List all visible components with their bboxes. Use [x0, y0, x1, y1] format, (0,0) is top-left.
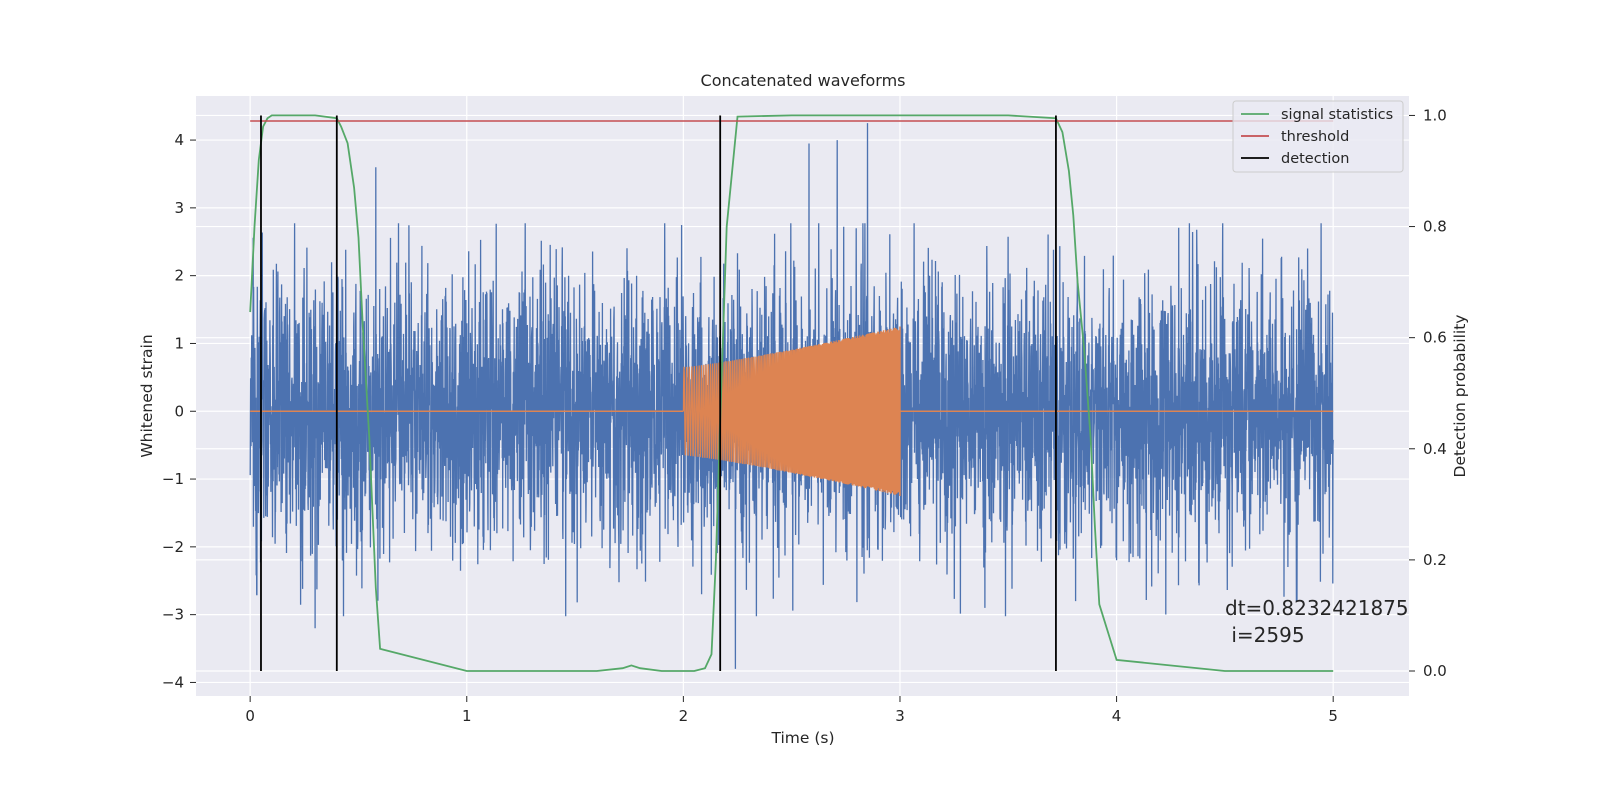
x-tick-label: 4: [1112, 707, 1122, 725]
y2-tick-label: 0.4: [1423, 440, 1447, 458]
y-tick-label: 1: [174, 334, 184, 352]
y-tick-label: −2: [162, 538, 184, 556]
y2-tick-label: 1.0: [1423, 106, 1447, 124]
ticks: 0 1 2 3 4 5 −4 −3 −2 −1 0 1 2 3 4 0.0 0.2 0.4 0.6 0.8 1.0: [162, 106, 1447, 725]
x-tick-label: 0: [245, 707, 255, 725]
legend-label-detection: detection: [1281, 151, 1349, 167]
chart-title: Concatenated waveforms: [701, 71, 906, 90]
x-tick-label: 1: [462, 707, 472, 725]
y2-tick-label: 0.0: [1423, 662, 1447, 680]
x-axis-title: Time (s): [770, 729, 834, 747]
y2-tick-label: 0.6: [1423, 329, 1447, 347]
annotation-i: i=2595: [1225, 623, 1305, 647]
y-tick-label: −1: [162, 470, 184, 488]
y-tick-label: −3: [162, 606, 184, 624]
legend-box: [1232, 100, 1404, 173]
y2-tick-label: 0.2: [1423, 551, 1447, 569]
signal-statistics-line: [249, 114, 1334, 672]
x-tick-label: 3: [895, 707, 905, 725]
signal-statistics-series: [249, 114, 1334, 672]
y2-tick-label: 0.8: [1423, 218, 1447, 236]
legend: signal statistics threshold detection: [1232, 100, 1404, 173]
y-tick-label: 4: [174, 131, 184, 149]
y-tick-label: 3: [174, 199, 184, 217]
legend-label-threshold: threshold: [1281, 129, 1349, 145]
x-tick-label: 5: [1328, 707, 1338, 725]
y-tick-label: −4: [162, 673, 184, 691]
legend-label-signal-statistics: signal statistics: [1281, 107, 1393, 123]
y-tick-label: 0: [174, 402, 184, 420]
x-tick-label: 2: [679, 707, 689, 725]
annotation-dt: dt=0.8232421875: [1225, 596, 1409, 620]
y-tick-label: 2: [174, 267, 184, 285]
y2-axis-title: Detection probability: [1451, 315, 1469, 478]
y-axis-title: Whitened strain: [138, 334, 156, 457]
